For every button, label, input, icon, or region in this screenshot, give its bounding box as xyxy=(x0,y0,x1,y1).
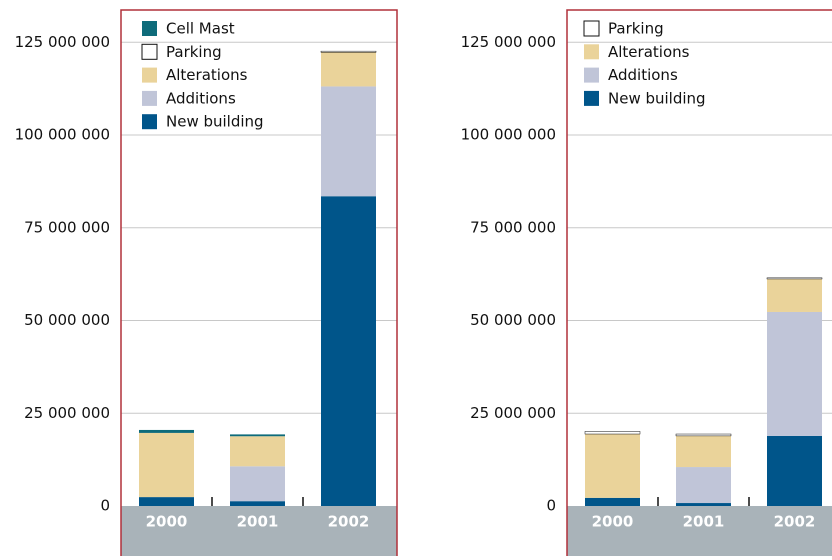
legend-label: Additions xyxy=(166,89,236,107)
bar-segment xyxy=(139,429,194,433)
bar-segment xyxy=(321,86,376,197)
legend-swatch xyxy=(584,67,599,83)
legend-label: Alterations xyxy=(608,43,690,61)
bar-segment xyxy=(675,433,732,437)
legend-swatch xyxy=(583,20,600,37)
legend-label: New building xyxy=(608,89,706,107)
bar-segment xyxy=(230,436,285,467)
bar-segment xyxy=(585,434,640,498)
legend-swatch xyxy=(142,114,157,130)
legend-swatch xyxy=(142,67,157,83)
legend-label: Cell Mast xyxy=(166,20,235,38)
y-tick-label: 100 000 000 xyxy=(15,126,110,144)
legend-label: New building xyxy=(166,113,264,131)
legend-label: Parking xyxy=(166,43,222,61)
bar-segment xyxy=(230,466,285,502)
bar-segment xyxy=(585,497,640,506)
legend-swatch xyxy=(584,44,599,60)
bar-segment xyxy=(139,497,194,506)
legend-label: Alterations xyxy=(166,66,248,84)
y-tick-label: 125 000 000 xyxy=(15,33,110,51)
bar-segment xyxy=(230,501,285,506)
y-tick-label: 125 000 000 xyxy=(461,33,556,51)
bar-segment xyxy=(766,277,823,280)
bar-segment xyxy=(321,52,376,87)
bar-segment xyxy=(767,278,822,312)
x-axis-band xyxy=(567,506,832,556)
y-tick-label: 25 000 000 xyxy=(470,404,556,422)
x-axis-band xyxy=(121,506,397,556)
y-tick-label: 50 000 000 xyxy=(24,311,110,329)
bar-segment xyxy=(139,432,194,498)
y-tick-label: 0 xyxy=(546,497,556,515)
bar-segment xyxy=(676,503,731,506)
bar-segment xyxy=(767,435,822,506)
legend-swatch xyxy=(142,90,157,106)
x-tick-label: 2000 xyxy=(146,513,188,531)
bar-segment xyxy=(584,431,641,435)
legend-label: Additions xyxy=(608,66,678,84)
y-tick-label: 75 000 000 xyxy=(24,218,110,236)
y-tick-label: 100 000 000 xyxy=(461,126,556,144)
x-tick-label: 2001 xyxy=(237,513,279,531)
x-tick-label: 2000 xyxy=(592,513,634,531)
bar-segment xyxy=(321,196,376,506)
bar-segment xyxy=(767,311,822,436)
legend-swatch xyxy=(142,21,157,36)
y-tick-label: 75 000 000 xyxy=(470,218,556,236)
y-tick-label: 50 000 000 xyxy=(470,311,556,329)
bar-segment xyxy=(320,50,377,53)
y-tick-label: 0 xyxy=(100,497,110,515)
legend-swatch xyxy=(141,43,158,60)
bar-segment xyxy=(676,467,731,504)
legend-label: Parking xyxy=(608,20,664,38)
bar-segment xyxy=(676,435,731,468)
x-tick-label: 2002 xyxy=(774,513,816,531)
x-tick-label: 2001 xyxy=(683,513,725,531)
legend-swatch xyxy=(584,90,599,106)
bar-segment xyxy=(230,434,285,437)
y-tick-label: 25 000 000 xyxy=(24,404,110,422)
x-tick-label: 2002 xyxy=(328,513,370,531)
